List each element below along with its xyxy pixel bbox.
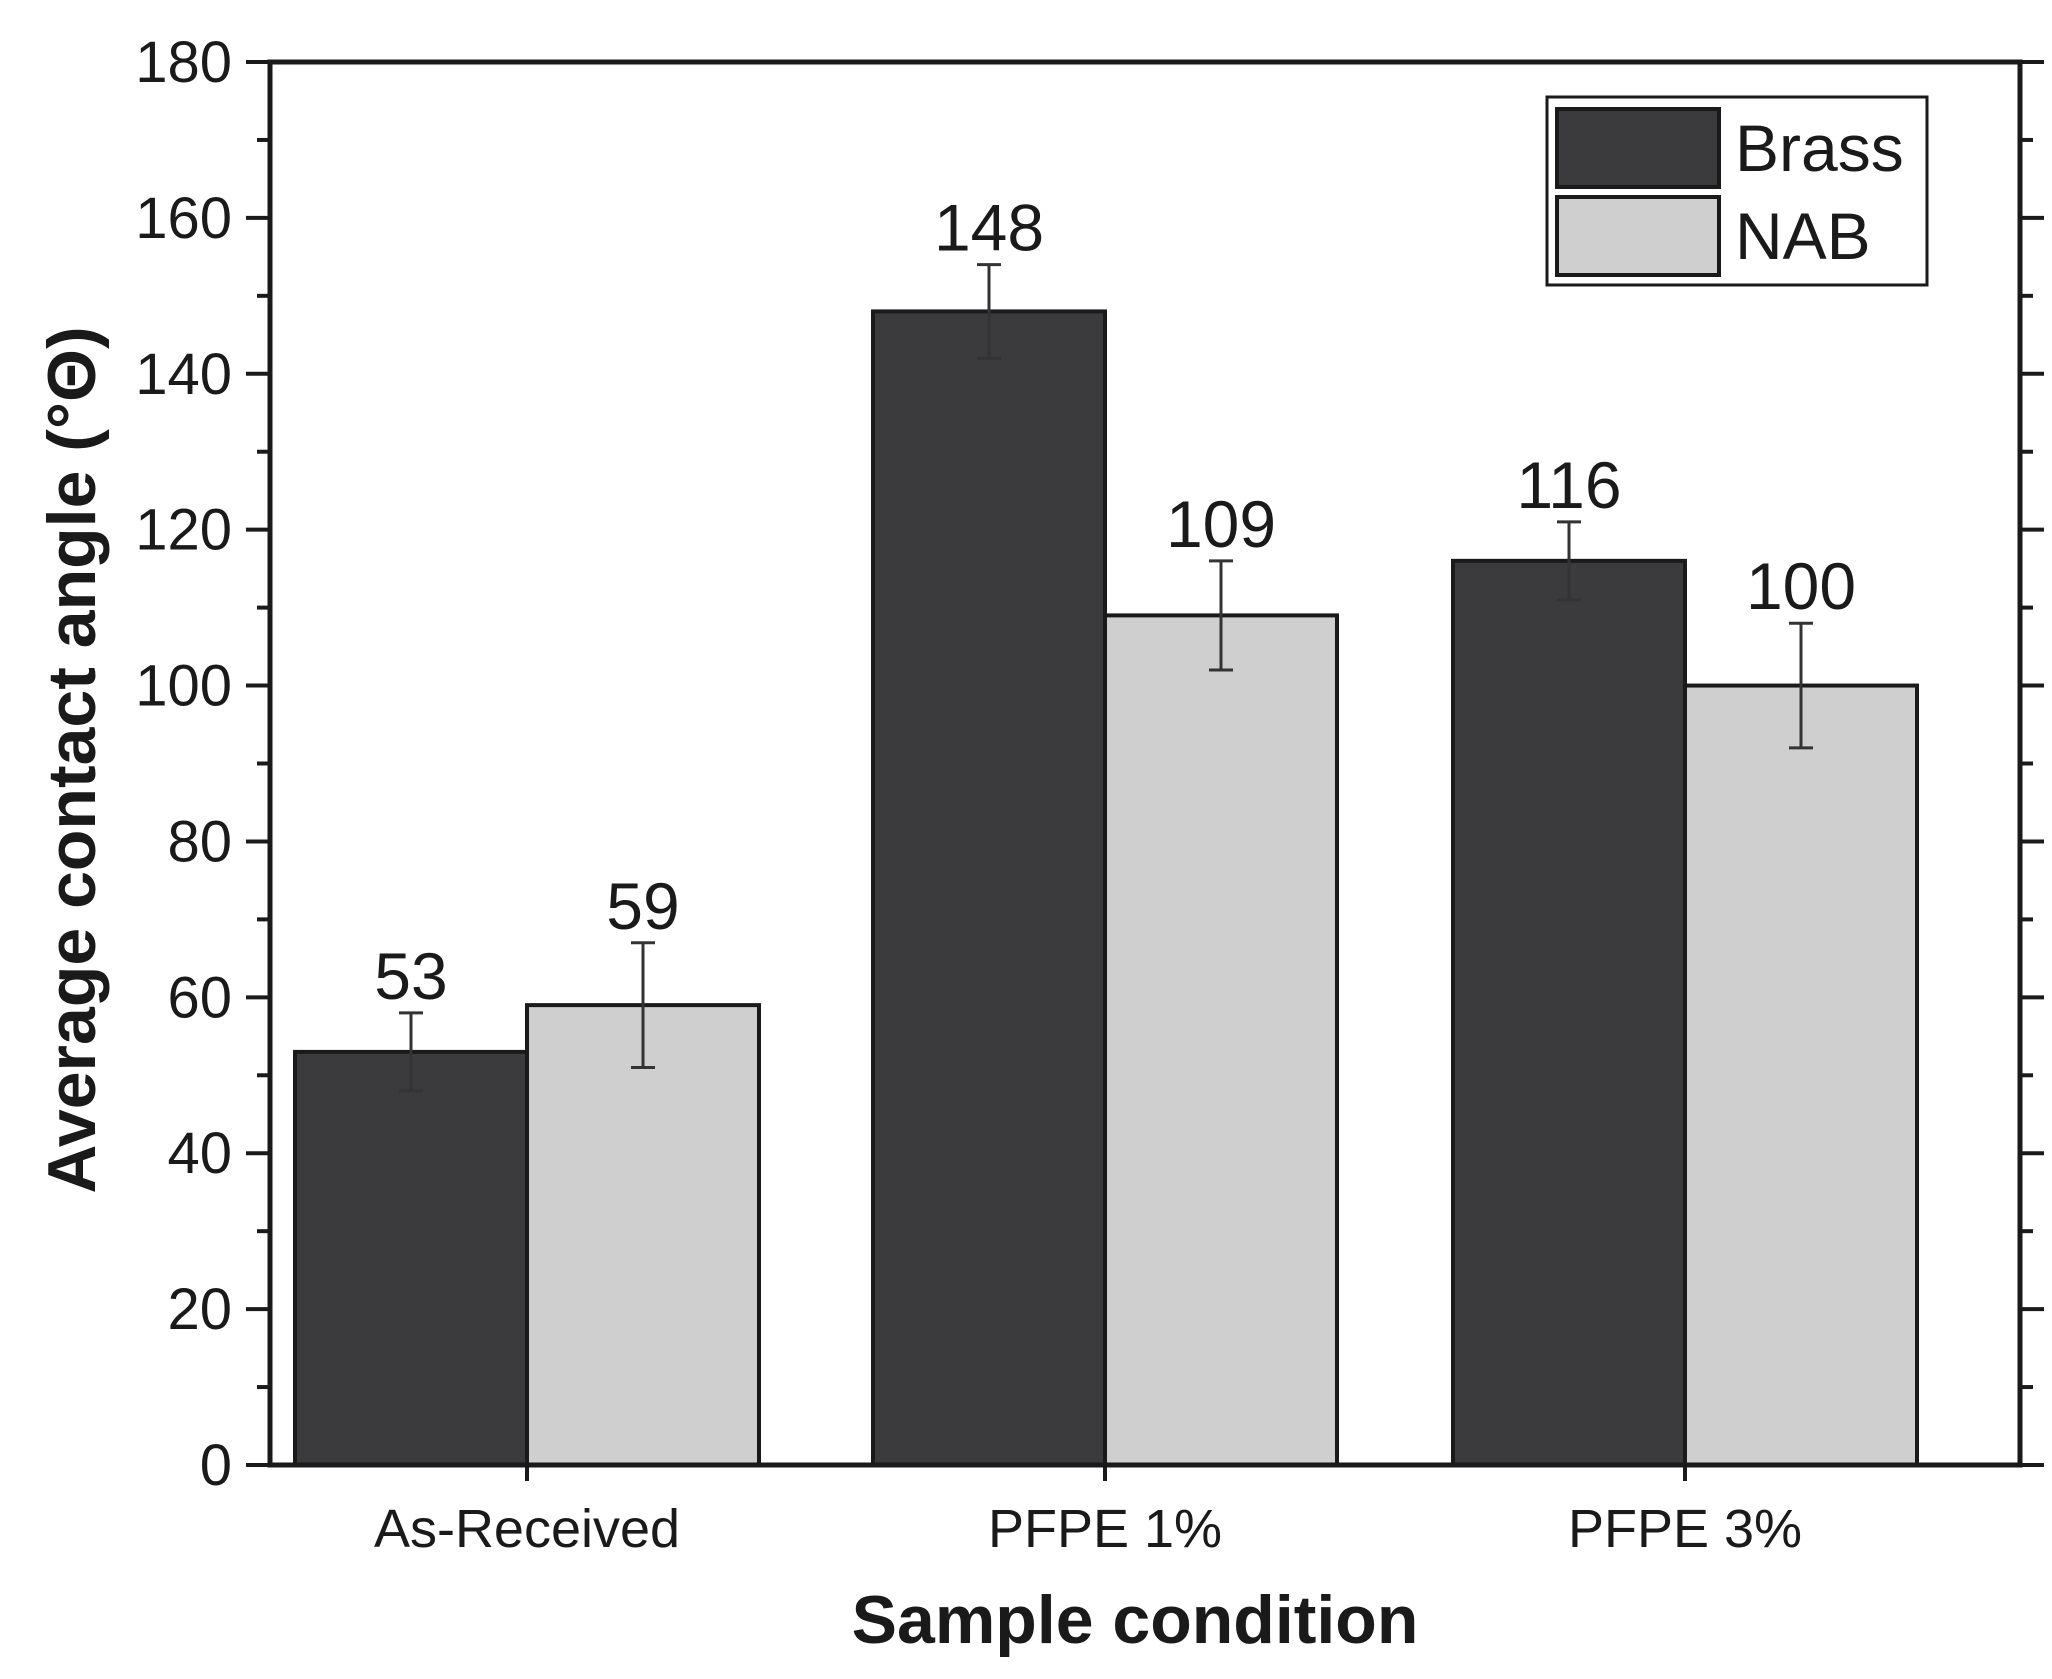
legend-swatch-brass [1555,107,1721,189]
legend-label-brass: Brass [1735,111,1904,185]
y-axis-title: Average contact angle (°Θ) [34,326,110,1193]
y-tick-label-80: 80 [167,809,232,874]
y-tick-label-60: 60 [167,965,232,1030]
axes-layer [246,59,2044,1481]
y-tick-label-180: 180 [135,30,232,95]
y-tick-label-120: 120 [135,498,232,563]
data-label-nab-1: 59 [606,869,679,943]
error-bars-layer [399,263,1813,1093]
data-label-brass-3: 116 [1516,448,1621,522]
x-tick-label-1: As-Received [374,1499,680,1559]
bars-layer [293,309,1919,1468]
data-label-brass-1: 53 [374,939,447,1013]
y-tick-label-160: 160 [135,186,232,251]
legend-label-nab: NAB [1735,199,1871,273]
x-tick-label-2: PFPE 1% [988,1499,1222,1559]
legend-swatch-nab [1555,195,1721,277]
legend: Brass NAB [1545,95,1929,287]
x-tick-label-3: PFPE 3% [1568,1499,1802,1559]
bar-nab-2 [1103,613,1339,1467]
bar-nab-3 [1683,683,1919,1467]
y-tick-label-100: 100 [135,654,232,719]
bar-brass-1 [293,1049,529,1467]
bar-nab-1 [525,1003,761,1468]
bar-brass-2 [871,309,1107,1467]
y-tick-label-140: 140 [135,342,232,407]
y-tick-label-0: 0 [200,1433,232,1498]
data-label-nab-3: 100 [1746,549,1856,623]
y-tick-label-20: 20 [167,1277,232,1342]
y-tick-label-40: 40 [167,1121,232,1186]
data-label-brass-2: 148 [934,191,1044,265]
data-label-nab-2: 109 [1166,487,1276,561]
labels-layer: 53 59 As-Received 148 109 PFPE 1% 116 100 PFPE 3… [135,30,1856,1559]
x-axis-title: Sample condition [852,1582,1419,1658]
bar-brass-3 [1451,558,1687,1467]
